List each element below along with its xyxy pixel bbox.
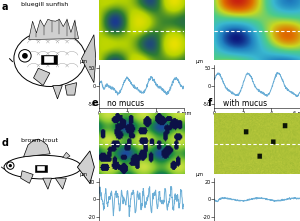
FancyBboxPatch shape (41, 55, 56, 65)
Polygon shape (53, 86, 62, 99)
Polygon shape (43, 178, 52, 189)
Text: d: d (2, 138, 9, 148)
Text: no mucus: no mucus (107, 99, 145, 108)
Polygon shape (77, 151, 94, 183)
Circle shape (19, 50, 31, 62)
Polygon shape (65, 83, 77, 95)
FancyBboxPatch shape (44, 56, 54, 63)
Text: bluegill sunfish: bluegill sunfish (21, 2, 68, 7)
Text: e: e (92, 98, 99, 108)
Circle shape (9, 164, 12, 167)
Polygon shape (63, 152, 70, 158)
Text: μm: μm (196, 59, 203, 64)
Text: f: f (208, 98, 212, 108)
Text: μm: μm (80, 172, 88, 177)
Text: μm: μm (196, 172, 203, 177)
FancyBboxPatch shape (37, 166, 45, 171)
Polygon shape (29, 19, 79, 40)
Polygon shape (81, 35, 96, 83)
Circle shape (22, 53, 28, 59)
Text: a: a (2, 2, 8, 12)
Ellipse shape (4, 155, 81, 179)
Polygon shape (21, 171, 33, 183)
Text: brown trout: brown trout (21, 138, 58, 143)
Circle shape (7, 162, 14, 169)
Ellipse shape (14, 31, 86, 86)
Text: μm: μm (80, 59, 88, 64)
Polygon shape (24, 139, 50, 157)
FancyBboxPatch shape (35, 165, 47, 172)
Polygon shape (34, 68, 50, 86)
Polygon shape (55, 178, 66, 189)
Text: with mucus: with mucus (223, 99, 267, 108)
